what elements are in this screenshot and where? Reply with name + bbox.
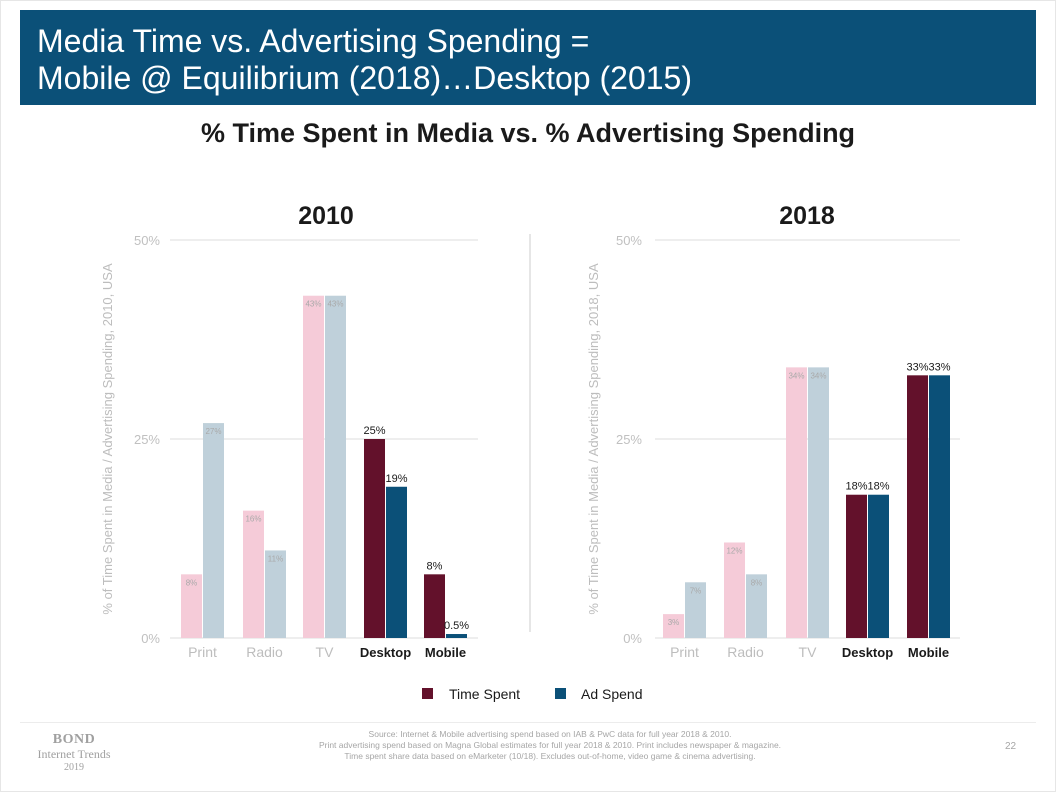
y-tick-label-2010-25: 25% — [134, 432, 160, 447]
data-label-2010-print-time-spent: 8% — [186, 578, 198, 587]
bar-2018-radio-ad-spend — [746, 574, 767, 638]
data-label-2010-tv-time-spent: 43% — [305, 300, 321, 309]
bar-2010-desktop-ad-spend — [386, 486, 407, 638]
bar-2010-radio-ad-spend — [265, 550, 286, 638]
bar-2018-radio-time-spent — [724, 542, 745, 638]
y-tick-label-2018-25: 25% — [616, 432, 642, 447]
data-label-2010-mobile-time-spent: 8% — [427, 560, 443, 572]
y-tick-label-2018-0: 0% — [623, 631, 642, 646]
source-line-2: Print advertising spend based on Magna G… — [318, 740, 782, 750]
y-axis-label-2018: % of Time Spent in Media / Advertising S… — [586, 263, 601, 615]
bar-2010-desktop-time-spent — [364, 439, 385, 638]
x-tick-label-2010-radio: Radio — [246, 644, 283, 660]
data-label-2010-print-ad-spend: 27% — [205, 427, 221, 436]
data-label-2018-radio-time-spent: 12% — [726, 546, 742, 555]
bar-2010-print-time-spent — [181, 574, 202, 638]
chart-title-2018: 2018 — [779, 202, 835, 230]
x-tick-label-2018-print: Print — [670, 644, 699, 660]
bar-2010-mobile-ad-spend — [446, 634, 467, 638]
source-line-3: Time spent share data based on eMarketer… — [344, 751, 756, 761]
source-note: Source: Internet & Mobile advertising sp… — [250, 729, 850, 762]
x-tick-label-2018-mobile: Mobile — [908, 645, 949, 660]
footer-divider — [20, 722, 1036, 723]
y-tick-label-2010-0: 0% — [141, 631, 160, 646]
page-number: 22 — [1005, 741, 1017, 752]
bar-2010-tv-ad-spend — [325, 295, 346, 638]
chart-title-2010: 2010 — [298, 202, 354, 230]
bar-2010-tv-time-spent — [303, 295, 324, 638]
data-label-2010-mobile-ad-spend: 0.5% — [444, 620, 469, 632]
x-tick-label-2010-tv: TV — [316, 644, 335, 660]
data-label-2018-mobile-time-spent: 33% — [906, 361, 928, 373]
slide-title-line-1: Media Time vs. Advertising Spending = — [37, 23, 590, 59]
chart-subtitle: % Time Spent in Media vs. % Advertising … — [200, 118, 856, 148]
slide-title-line-2: Mobile @ Equilibrium (2018)…Desktop (201… — [37, 60, 692, 96]
y-axis-label-2010: % of Time Spent in Media / Advertising S… — [100, 263, 115, 615]
data-label-2010-desktop-time-spent: 25% — [363, 425, 385, 437]
bar-2018-mobile-ad-spend — [929, 375, 950, 638]
data-label-2018-tv-time-spent: 34% — [788, 371, 804, 380]
x-tick-label-2018-desktop: Desktop — [842, 645, 893, 660]
source-line-1: Source: Internet & Mobile advertising sp… — [368, 729, 732, 739]
bond-report-name: Internet Trends — [37, 747, 111, 761]
slide-title: Media Time vs. Advertising Spending = Mo… — [37, 23, 692, 97]
y-tick-label-2018-50: 50% — [616, 233, 642, 248]
bond-logo: BOND Internet Trends 2019 — [34, 733, 114, 775]
data-label-2018-print-ad-spend: 7% — [690, 586, 702, 595]
legend: Time Spent Ad Spend — [420, 685, 660, 705]
x-tick-label-2018-tv: TV — [799, 644, 818, 660]
bar-2010-mobile-time-spent — [424, 574, 445, 638]
legend-time-spent-swatch — [422, 688, 433, 699]
x-tick-label-2018-radio: Radio — [727, 644, 764, 660]
legend-ad-spend-label: Ad Spend — [581, 686, 643, 702]
y-tick-label-2010-50: 50% — [134, 233, 160, 248]
bar-2018-desktop-time-spent — [846, 494, 867, 638]
data-label-2018-desktop-ad-spend: 18% — [867, 481, 889, 493]
data-label-2018-mobile-ad-spend: 33% — [928, 361, 950, 373]
data-label-2018-print-time-spent: 3% — [668, 618, 680, 627]
bar-2018-tv-ad-spend — [808, 367, 829, 638]
legend-ad-spend-swatch — [555, 688, 566, 699]
x-tick-label-2010-mobile: Mobile — [425, 645, 466, 660]
data-label-2018-tv-ad-spend: 34% — [810, 371, 826, 380]
legend-time-spent-label: Time Spent — [449, 686, 521, 702]
x-tick-label-2010-print: Print — [188, 644, 217, 660]
bar-2018-print-time-spent — [663, 614, 684, 638]
data-label-2010-radio-ad-spend: 11% — [268, 554, 283, 563]
bar-2018-tv-time-spent — [786, 367, 807, 638]
bar-2018-desktop-ad-spend — [868, 494, 889, 638]
title-banner: Media Time vs. Advertising Spending = Mo… — [20, 10, 1036, 105]
bar-2018-mobile-time-spent — [907, 375, 928, 638]
data-label-2010-desktop-ad-spend: 19% — [385, 473, 407, 485]
x-tick-label-2010-desktop: Desktop — [360, 645, 411, 660]
bond-year: 2019 — [64, 762, 84, 773]
data-label-2018-radio-ad-spend: 8% — [751, 578, 763, 587]
bond-brand: BOND — [52, 732, 96, 747]
bar-2018-print-ad-spend — [685, 582, 706, 638]
data-label-2010-radio-time-spent: 16% — [245, 515, 261, 524]
data-label-2010-tv-ad-spend: 43% — [327, 300, 343, 309]
bar-2010-print-ad-spend — [203, 423, 224, 638]
bar-2010-radio-time-spent — [243, 510, 264, 638]
data-label-2018-desktop-time-spent: 18% — [845, 481, 867, 493]
